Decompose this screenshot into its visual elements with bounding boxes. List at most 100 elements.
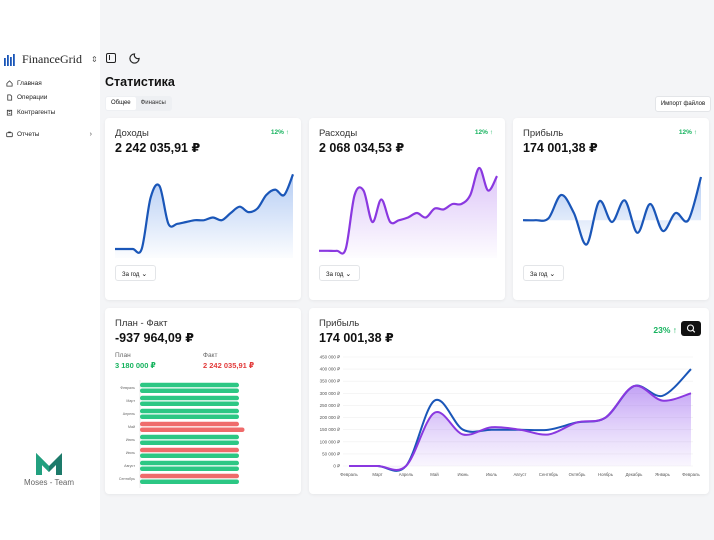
- fact-bar: [140, 466, 239, 471]
- m-logo-icon: [36, 453, 62, 475]
- team-name: Moses - Team: [23, 478, 75, 487]
- card-icon: [6, 131, 13, 137]
- y-tick-label: 150 000 ₽: [320, 427, 342, 432]
- card-title: План - Факт: [115, 318, 168, 329]
- card-title: Прибыль: [319, 318, 360, 329]
- tabs: Общее Финансы: [105, 96, 172, 111]
- brand-switcher-icon[interactable]: ⇕: [91, 55, 98, 64]
- zoom-icon: [686, 324, 696, 333]
- team-logo: Moses - Team: [18, 449, 80, 487]
- sidebar-toggle-icon[interactable]: [106, 53, 116, 63]
- category-label: Апрель: [123, 412, 135, 416]
- x-tick-label: Октябрь: [569, 472, 586, 477]
- plan-value: 3 180 000 ₽: [115, 361, 156, 370]
- plan-bar: [140, 447, 239, 453]
- sidebar: [0, 0, 100, 540]
- x-tick-label: Июнь: [458, 472, 470, 477]
- y-tick-label: 50 000 ₽: [322, 451, 341, 456]
- sidebar-item-reports[interactable]: Отчеты ›: [6, 127, 96, 141]
- plan-bar: [140, 473, 239, 479]
- series-area: [319, 167, 497, 258]
- fact-bar: [140, 479, 239, 484]
- tab-finance[interactable]: Финансы: [140, 100, 166, 106]
- category-label: Июнь: [126, 438, 135, 442]
- zoom-button[interactable]: [681, 321, 701, 336]
- category-label: Сентябрь: [119, 477, 135, 481]
- y-tick-label: 300 000 ₽: [320, 391, 342, 396]
- home-icon: [6, 79, 13, 87]
- y-tick-label: 200 000 ₽: [320, 415, 342, 420]
- period-dropdown[interactable]: За год ⌄: [523, 265, 564, 281]
- brand[interactable]: FinanceGrid: [4, 52, 82, 67]
- x-tick-label: Апрель: [399, 472, 414, 477]
- fact-bar: [140, 388, 239, 393]
- sidebar-item-label: Отчеты: [17, 130, 40, 138]
- x-tick-label: Сентябрь: [539, 472, 559, 477]
- sidebar-item-operations[interactable]: Операции: [6, 91, 98, 105]
- profit-card: Прибыль 174 001,38 ₽ 12% ↑ За год ⌄: [513, 118, 709, 300]
- period-dropdown[interactable]: За год ⌄: [319, 265, 360, 281]
- sidebar-item-home[interactable]: Главная: [6, 76, 98, 90]
- card-value: 174 001,38 ₽: [523, 141, 598, 155]
- y-tick-label: 100 000 ₽: [320, 439, 342, 444]
- plan-label: План: [115, 352, 131, 359]
- fact-label: Факт: [203, 352, 218, 359]
- period-label: За год: [326, 272, 344, 278]
- plan-bar: [140, 460, 239, 466]
- profit-chart: [522, 176, 703, 246]
- card-title: Расходы: [319, 128, 358, 139]
- card-title: Доходы: [115, 128, 149, 139]
- category-label: Март: [126, 399, 135, 403]
- theme-toggle-icon[interactable]: [129, 53, 140, 64]
- bars-logo-icon: [4, 53, 15, 66]
- category-label: Февраль: [120, 386, 135, 390]
- building-icon: [6, 109, 13, 116]
- card-value: 174 001,38 ₽: [319, 331, 394, 345]
- series-line: [319, 166, 498, 255]
- expenses-card: Расходы 2 068 034,53 ₽ 12% ↑ За год ⌄: [309, 118, 505, 300]
- sidebar-item-counterparties[interactable]: Контрагенты: [6, 105, 98, 119]
- expenses-chart: [319, 166, 498, 258]
- fact-bar: [140, 453, 239, 458]
- category-label: Июль: [126, 451, 135, 455]
- sidebar-item-label: Контрагенты: [17, 108, 56, 116]
- category-label: Май: [128, 425, 135, 429]
- card-title: Прибыль: [523, 128, 564, 139]
- profit-detail-card: Прибыль 174 001,38 ₽ 23% ↑ 450 000 ₽ 400 …: [309, 308, 709, 494]
- income-card: Доходы 2 242 035,91 ₽ 12% ↑ За год ⌄: [105, 118, 301, 300]
- chevron-right-icon: ›: [89, 130, 92, 138]
- card-value: 2 242 035,91 ₽: [115, 141, 201, 155]
- series-line: [522, 176, 703, 246]
- plan-bar: [140, 421, 239, 427]
- page-title: Статистика: [105, 75, 175, 89]
- growth-badge: 12% ↑: [678, 129, 697, 136]
- fact-bar: [140, 427, 245, 432]
- x-tick-label: Декабрь: [626, 472, 644, 477]
- x-tick-label: Ноябрь: [598, 472, 614, 477]
- card-value: -937 964,09 ₽: [115, 331, 194, 345]
- series-area: [523, 177, 701, 245]
- series-line-expenses: [348, 384, 692, 471]
- chevron-down-icon: ⌄: [141, 271, 148, 278]
- chevron-down-icon: ⌄: [345, 271, 352, 278]
- series-area: [115, 174, 293, 258]
- fact-value: 2 242 035,91 ₽: [203, 361, 255, 370]
- import-files-button[interactable]: Импорт файлов: [655, 96, 711, 112]
- x-tick-label: Май: [430, 472, 439, 477]
- plan-bar: [140, 382, 239, 388]
- plan-bar: [140, 408, 239, 414]
- x-tick-label: Август: [514, 472, 527, 477]
- y-tick-label: 250 000 ₽: [320, 403, 342, 408]
- y-tick-label: 400 000 ₽: [320, 367, 342, 372]
- growth-badge: 12% ↑: [270, 129, 289, 136]
- y-tick-label: 450 000 ₽: [320, 355, 342, 360]
- document-icon: [7, 94, 13, 101]
- period-dropdown[interactable]: За год ⌄: [115, 265, 156, 281]
- series-line: [115, 173, 295, 254]
- tab-general[interactable]: Общее: [106, 97, 136, 110]
- fact-bar: [140, 401, 239, 406]
- income-chart: [115, 173, 295, 258]
- profit-line-chart: 450 000 ₽ 400 000 ₽ 350 000 ₽ 300 000 ₽ 250 …: [320, 355, 701, 478]
- x-tick-label: Февраль: [340, 472, 358, 477]
- x-tick-label: Январь: [655, 472, 670, 477]
